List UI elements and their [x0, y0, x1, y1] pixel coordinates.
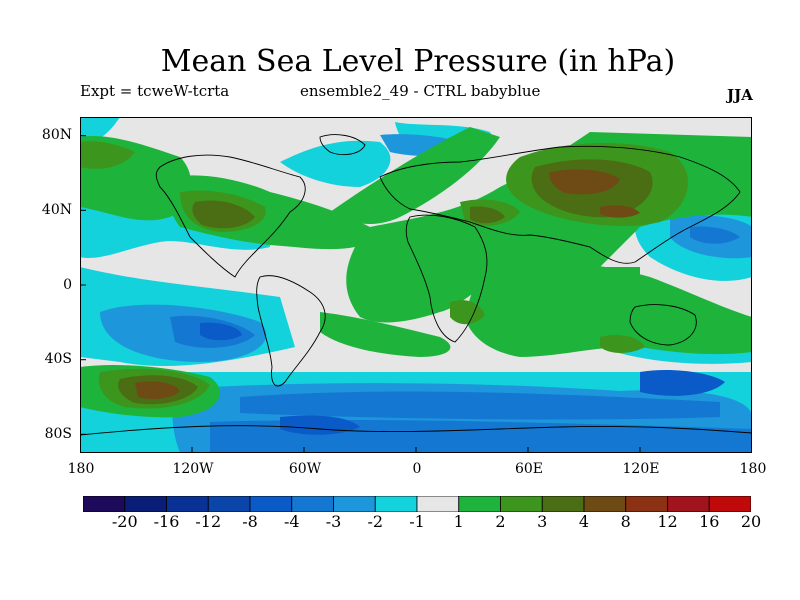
- contour-level-plus4: [135, 169, 640, 399]
- chart-title: Mean Sea Level Pressure (in hPa): [160, 44, 676, 79]
- lat-tick-label: 80N: [41, 127, 72, 143]
- colorbar-swatch: [374, 496, 418, 512]
- lon-tick-label: 120E: [622, 461, 660, 477]
- colorbar-swatch: [500, 496, 543, 512]
- colorbar-swatch: [291, 496, 334, 512]
- colorbar-label: 20: [740, 512, 762, 531]
- colorbar-swatch: [541, 496, 585, 512]
- colorbar-label: -8: [242, 512, 258, 531]
- colorbar-swatch: [583, 496, 627, 512]
- south-america-coast: [256, 275, 326, 387]
- map-frame: [80, 117, 752, 453]
- lat-tick-label: 0: [63, 277, 72, 293]
- colorbar-label: 1: [453, 512, 464, 531]
- pressure-map: [80, 117, 752, 453]
- coastlines: [80, 134, 752, 436]
- ensemble-label: ensemble2_49 - CTRL babyblue: [300, 82, 541, 100]
- colorbar-label: 3: [537, 512, 548, 531]
- contour-level-minus4: [170, 226, 752, 453]
- lon-tick-label: 60W: [288, 461, 322, 477]
- australia-coast: [629, 304, 697, 346]
- eurasia-coast: [379, 145, 741, 264]
- colorbar-swatch: [458, 496, 501, 512]
- colorbar-label: -20: [111, 512, 138, 531]
- colorbar-swatch: [124, 496, 167, 512]
- lat-tick-label: 40N: [41, 202, 72, 218]
- colorbar-swatch: [83, 496, 126, 512]
- colorbar-label: -1: [409, 512, 425, 531]
- colorbar-label: 4: [578, 512, 590, 531]
- colorbar-label: 12: [657, 512, 678, 531]
- colorbar-label: 8: [620, 512, 631, 531]
- colorbar-label: -2: [367, 512, 384, 531]
- north-america-coast: [155, 154, 306, 278]
- lon-tick-label: 120W: [172, 461, 214, 477]
- experiment-label: Expt = tcweW-tcrta: [80, 82, 230, 100]
- greenland-coast: [319, 134, 366, 156]
- africa-coast: [405, 214, 488, 343]
- colorbar-swatch: [416, 496, 460, 512]
- colorbar-label: -3: [325, 512, 342, 531]
- lat-tick-label: 40S: [44, 351, 72, 367]
- lat-tick-label: 80S: [44, 426, 72, 442]
- antarctica-coast: [80, 425, 752, 436]
- colorbar-label: -4: [283, 512, 300, 531]
- colorbar-swatch: [207, 496, 251, 512]
- lon-tick-label: 180: [739, 461, 767, 477]
- colorbar-label: -12: [195, 512, 222, 531]
- lon-tick-label: 60E: [514, 461, 544, 477]
- season-label: JJA: [727, 86, 753, 104]
- colorbar-label: 16: [699, 512, 720, 531]
- colorbar-swatch: [667, 496, 710, 512]
- lon-tick-label: 180: [67, 461, 95, 477]
- colorbar: [83, 496, 751, 512]
- colorbar-label: 2: [495, 512, 506, 531]
- colorbar-label: -16: [153, 512, 180, 531]
- colorbar-swatch: [166, 496, 209, 512]
- colorbar-swatch: [708, 496, 751, 512]
- colorbar-swatch: [625, 496, 668, 512]
- lon-tick-label: 0: [412, 461, 422, 477]
- colorbar-swatch: [333, 496, 376, 512]
- colorbar-swatch: [249, 496, 293, 512]
